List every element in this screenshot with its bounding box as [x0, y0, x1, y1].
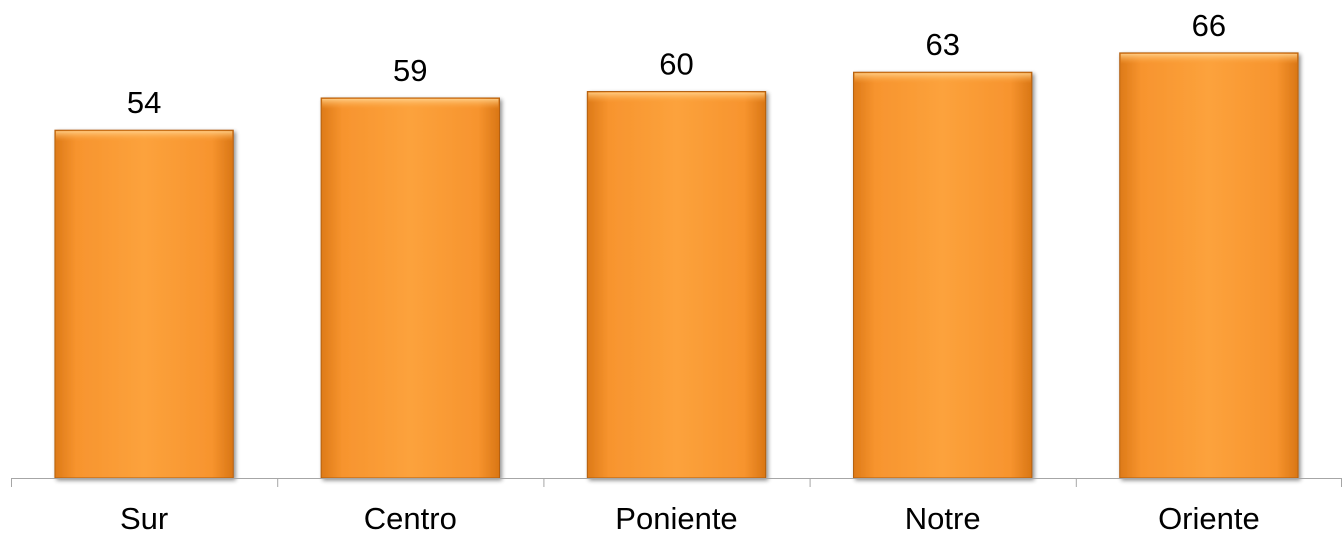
- bar-poniente: [586, 91, 767, 479]
- data-label-notre: 63: [925, 27, 959, 62]
- x-axis: [11, 478, 1342, 487]
- category-label-poniente: Poniente: [615, 501, 737, 535]
- bar-centro: [320, 97, 500, 479]
- bar-oriente: [1119, 52, 1299, 479]
- bar-sur: [54, 129, 234, 479]
- category-label-centro: Centro: [364, 501, 457, 535]
- bar-rect: [586, 91, 767, 479]
- bars-layer: [54, 52, 1299, 479]
- category-label-notre: Notre: [905, 501, 981, 535]
- bar-highlight: [588, 92, 765, 103]
- bar-rect: [54, 129, 234, 479]
- labels-layer: 54 Sur 59 Centro 60 Poniente 63 Notre 66 Oriente: [120, 8, 1260, 535]
- bar-rect: [320, 97, 500, 479]
- data-label-oriente: 66: [1192, 8, 1226, 43]
- bar-rect: [1119, 52, 1299, 479]
- data-label-centro: 59: [393, 53, 427, 88]
- bar-highlight: [854, 73, 1031, 84]
- bar-highlight: [1120, 53, 1298, 64]
- category-label-sur: Sur: [120, 501, 168, 535]
- bar-rect: [853, 71, 1033, 479]
- data-label-sur: 54: [127, 85, 161, 120]
- bar-highlight: [55, 131, 233, 142]
- bar-highlight: [322, 98, 499, 109]
- bar-notre: [853, 71, 1033, 479]
- data-label-poniente: 60: [659, 47, 693, 82]
- category-label-oriente: Oriente: [1158, 501, 1260, 535]
